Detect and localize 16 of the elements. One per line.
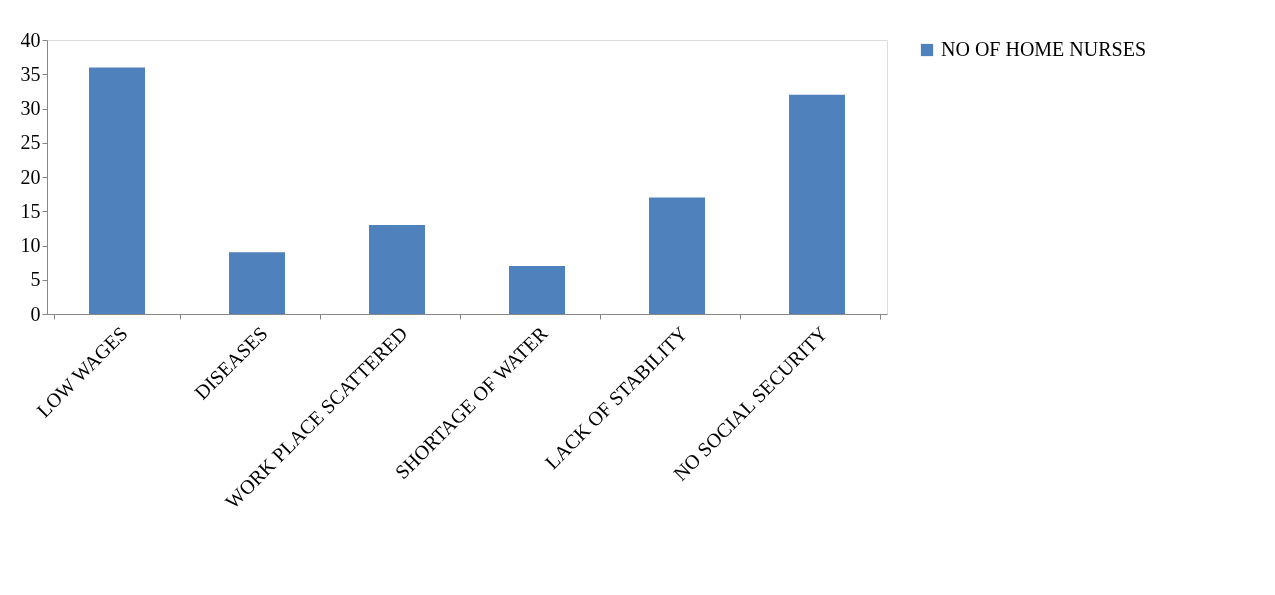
bar: [369, 224, 425, 314]
y-tick-label: 35: [20, 62, 41, 85]
y-tick-label: 30: [20, 97, 41, 119]
bar: [509, 266, 565, 314]
y-tick-label: 10: [20, 234, 41, 256]
bar: [649, 197, 705, 314]
y-tick-label: 20: [20, 165, 41, 188]
bar: [789, 94, 845, 314]
y-tick-label: 25: [20, 131, 41, 154]
y-tick-label: 0: [30, 302, 41, 325]
y-tick-label: 15: [20, 199, 41, 222]
bar: [229, 252, 285, 314]
y-tick-label: 5: [30, 268, 41, 291]
legend-label: NO OF HOME NURSES: [941, 38, 1147, 60]
y-tick-label: 40: [20, 28, 41, 51]
bar: [89, 67, 145, 314]
